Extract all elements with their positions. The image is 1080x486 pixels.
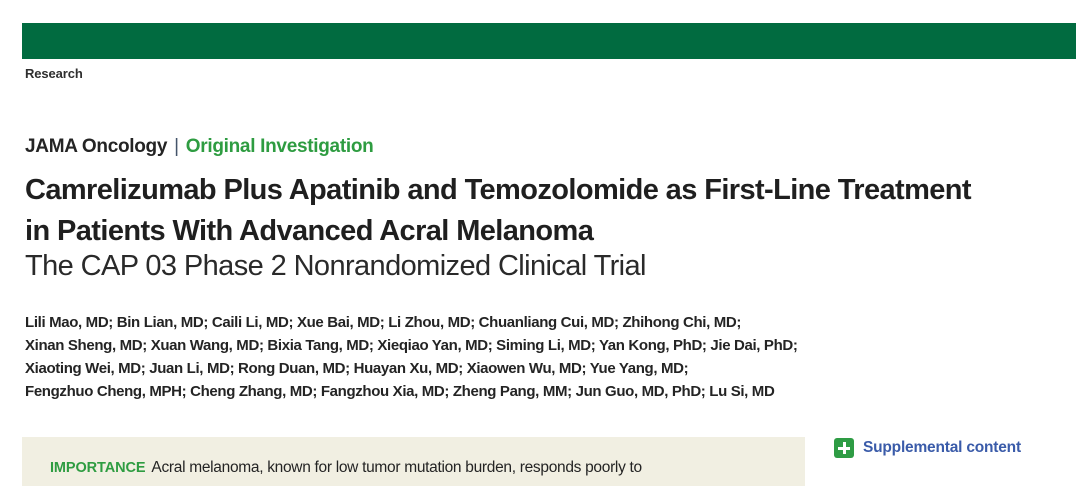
author-line: Lili Mao, MD; Bin Lian, MD; Caili Li, MD…	[25, 314, 742, 331]
supplemental-content-label: Supplemental content	[863, 439, 1021, 456]
masthead: JAMA Oncology | Original Investigation	[25, 136, 374, 158]
author-list: Lili Mao, MD; Bin Lian, MD; Caili Li, MD…	[25, 311, 798, 403]
journal-name: JAMA Oncology	[25, 136, 168, 157]
journal-brand-bar	[22, 23, 1076, 59]
plus-icon	[834, 438, 854, 458]
supplemental-content-link[interactable]: Supplemental content	[834, 438, 1021, 458]
importance-text: Acral melanoma, known for low tumor muta…	[151, 459, 642, 476]
abstract-importance-line: IMPORTANCE Acral melanoma, known for low …	[50, 459, 775, 477]
section-label-research: Research	[25, 66, 83, 81]
author-line: Xinan Sheng, MD; Xuan Wang, MD; Bixia Ta…	[25, 337, 798, 354]
article-subtitle: The CAP 03 Phase 2 Nonrandomized Clinica…	[25, 250, 646, 282]
article-title: Camrelizumab Plus Apatinib and Temozolom…	[25, 170, 972, 252]
article-type-label: Original Investigation	[185, 136, 374, 157]
importance-label: IMPORTANCE	[50, 460, 146, 476]
article-title-line1: Camrelizumab Plus Apatinib and Temozolom…	[25, 174, 972, 206]
author-line: Xiaoting Wei, MD; Juan Li, MD; Rong Duan…	[25, 360, 689, 377]
author-line: Fengzhuo Cheng, MPH; Cheng Zhang, MD; Fa…	[25, 383, 775, 400]
article-title-line2: in Patients With Advanced Acral Melanoma	[25, 215, 594, 247]
masthead-separator: |	[174, 136, 179, 157]
abstract-box: IMPORTANCE Acral melanoma, known for low …	[22, 437, 805, 486]
